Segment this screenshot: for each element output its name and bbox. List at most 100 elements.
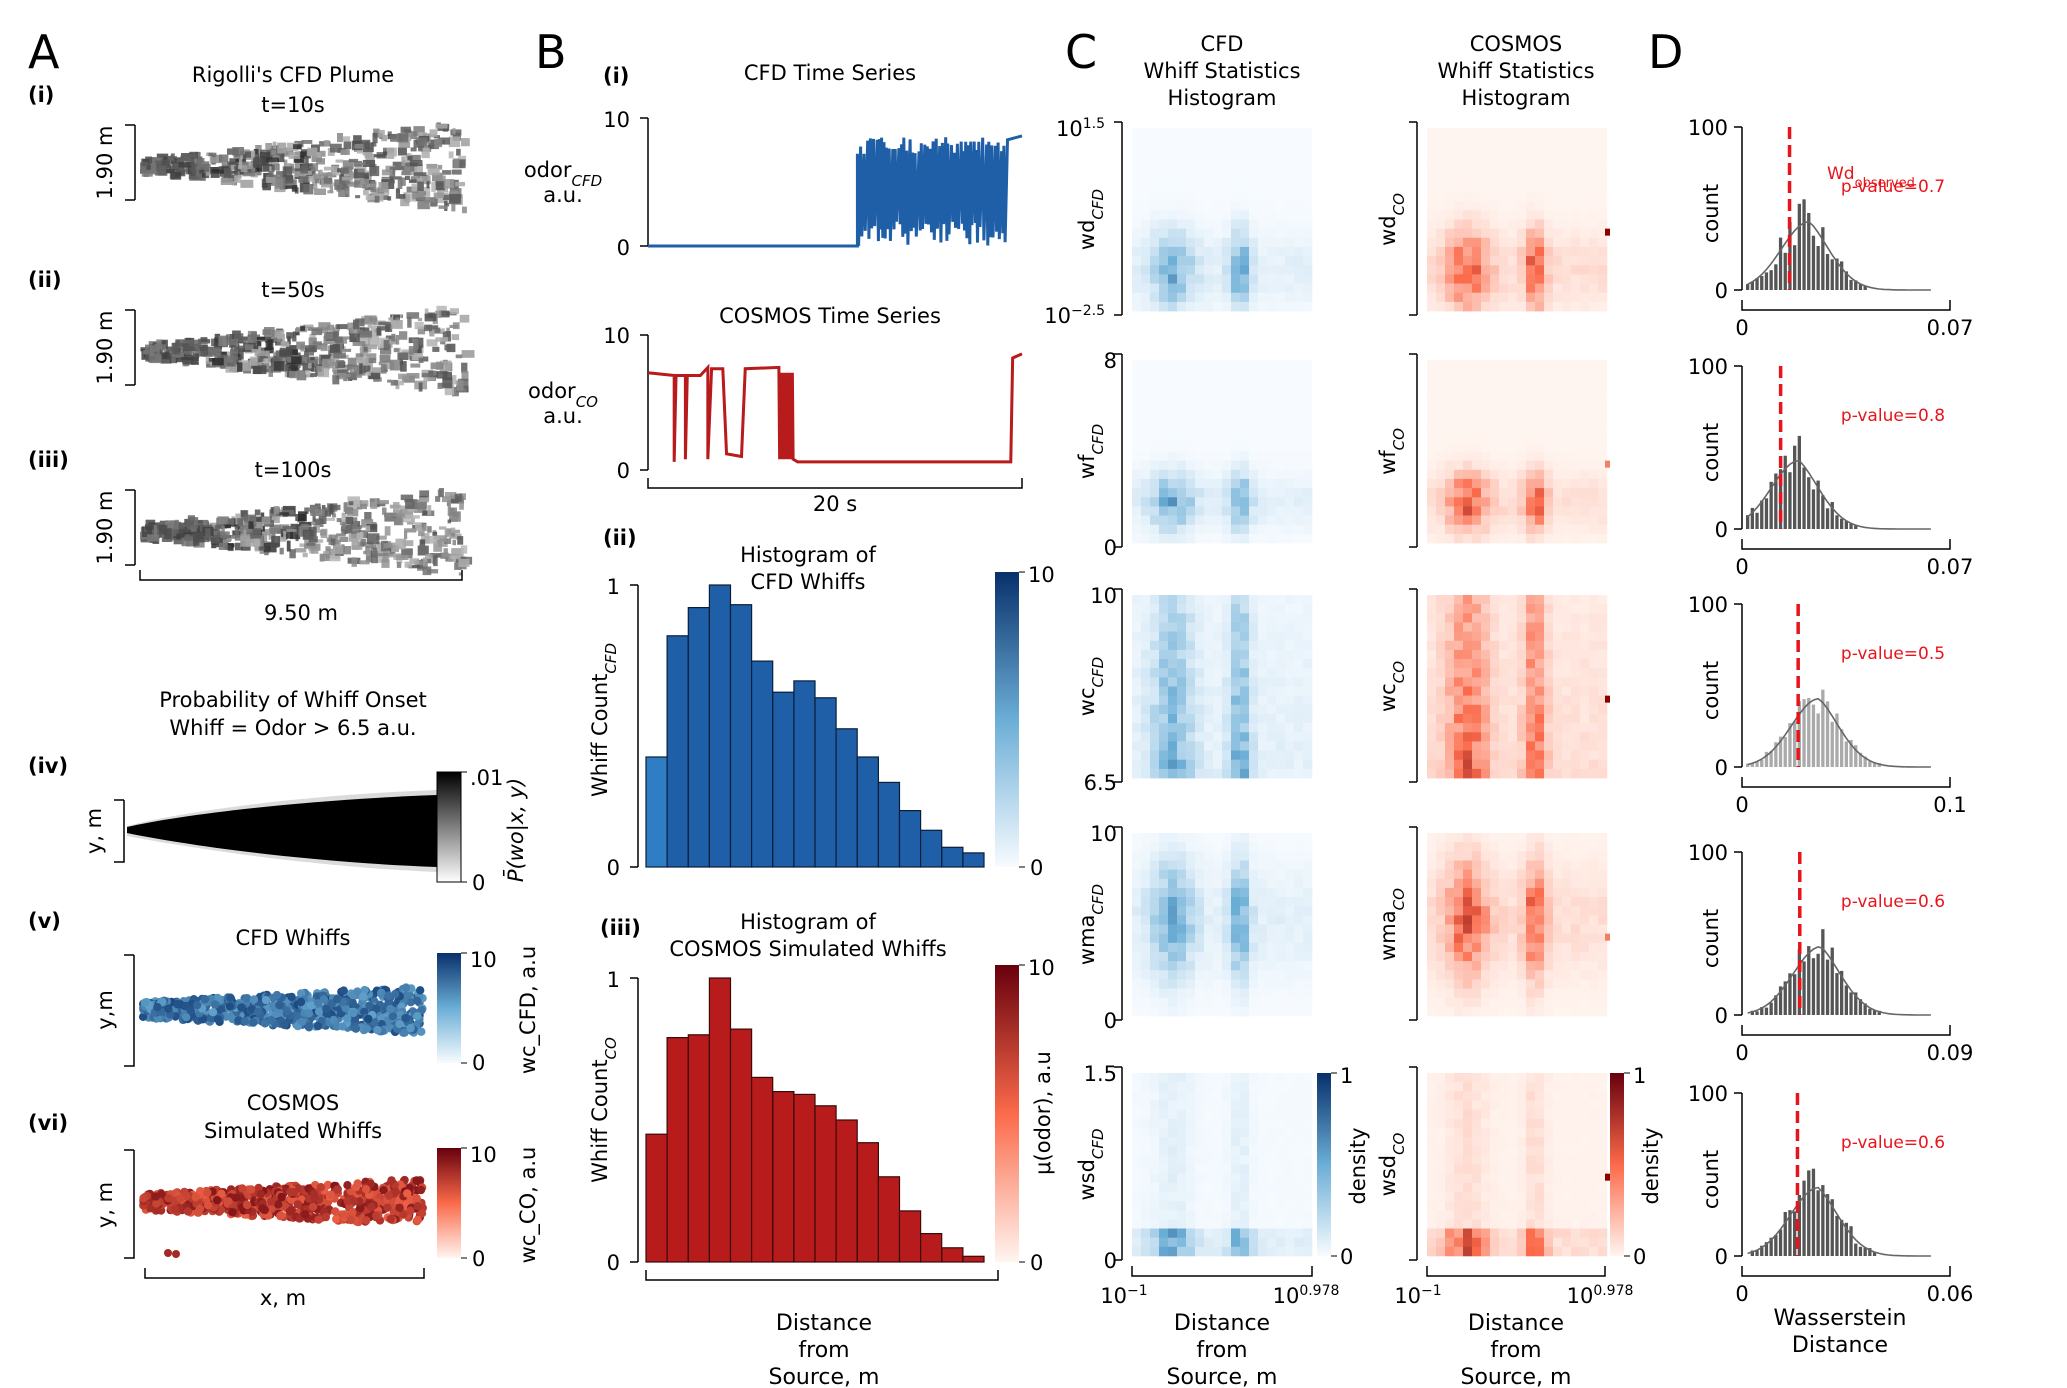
heatmap-cell [1132,433,1142,443]
heatmap-cell [1231,369,1241,379]
heatmap-cell [1195,424,1205,434]
heatmap-cell [1490,613,1500,623]
heatmap-cell [1132,1164,1142,1174]
heatmap-y-axis [1409,588,1418,783]
heatmap-cell [1132,714,1142,724]
heatmap-cell [1535,887,1545,898]
heatmap-cell [1168,182,1178,193]
heatmap-cell [1150,497,1160,507]
whiff-point [300,1210,310,1219]
heatmap-cell [1589,732,1599,742]
heatmap-cell [1526,942,1536,953]
heatmap-cell [1186,961,1196,971]
cfd-cbar-max: 10 [470,948,497,972]
heatmap-cell [1195,515,1205,525]
heatmap-cell [1508,704,1518,715]
heatmap-cell [1195,246,1205,257]
heatmap-cell [1204,604,1214,614]
heatmap-cell [1463,469,1473,480]
heatmap-cell [1204,1173,1214,1184]
heatmap-cell [1141,201,1151,211]
heatmap-cell [1445,506,1455,516]
heatmap-cell [1517,210,1527,220]
whiff-point [297,989,306,998]
heatmap-cell [1141,137,1151,147]
heatmap-cell [1168,924,1178,934]
heatmap-cell [1195,1137,1205,1147]
heatmap-cell [1454,668,1464,678]
heatmap-cell [1445,649,1455,660]
heatmap-cell [1598,442,1608,452]
heatmap-cell [1231,488,1241,498]
heatmap-cell [1598,478,1608,489]
heatmap-cell [1499,668,1509,678]
heatmap-cell [1499,256,1509,266]
heatmap-cell [1258,750,1268,760]
heatmap-cell [1267,649,1277,660]
heatmap-cell [1222,128,1232,138]
heatmap-cell [1177,1109,1187,1120]
heatmap-cell [1159,433,1169,443]
heatmap-cell [1213,1137,1223,1147]
heatmap-cell [1499,192,1509,202]
heatmap-cell [1141,360,1151,370]
heatmap-ylabel: wfCFD [1075,424,1107,479]
heatmap-cell [1267,741,1277,751]
heatmap-cell [1267,988,1277,998]
heatmap-cell [1499,442,1509,452]
heatmap-cell [1294,497,1304,507]
heatmap-cell [1285,714,1295,724]
heatmap-cell [1303,869,1313,880]
heatmap-cell [1285,515,1295,525]
heatmap-cell [1240,210,1250,220]
whiff-point [322,1004,331,1013]
heatmap-cell [1490,906,1500,916]
heatmap-cell [1481,714,1491,724]
heatmap-cell [1240,524,1250,535]
heatmap-cell [1150,478,1160,489]
whiff-point [158,997,167,1006]
heatmap-cell [1499,387,1509,397]
heatmap-cell [1141,1137,1151,1147]
heatmap-cell [1571,246,1581,257]
heatmap-cell [1195,631,1205,642]
heatmap-cell [1195,506,1205,516]
heatmap-cell [1231,1006,1241,1017]
heatmap-cell [1544,146,1554,156]
heatmap-cell [1490,497,1500,507]
heatmap-cell [1240,613,1250,623]
heatmap-cell [1186,723,1196,733]
heatmap-cell [1222,851,1232,861]
heatmap-cell [1535,622,1545,632]
heatmap-cell [1472,933,1482,944]
whiff-point [417,1027,426,1036]
heatmap-cell [1177,1118,1187,1129]
heatmap-cell [1195,887,1205,898]
heatmap-cell [1472,182,1482,193]
heatmap-cell [1589,668,1599,678]
heatmap-cell [1303,942,1313,953]
heatmap-cell [1490,851,1500,861]
heatmap-cell [1204,686,1214,696]
heatmap-cell [1276,842,1286,852]
heatmap-cell [1150,228,1160,239]
heatmap-cell [1204,1118,1214,1129]
heatmap-cell [1213,677,1223,687]
heatmap-cell [1472,649,1482,660]
heatmap-cell [1204,961,1214,971]
heatmap-cell [1598,146,1608,156]
heatmap-cell [1141,604,1151,614]
heatmap-cell [1141,396,1151,407]
heatmap-ytick: 101.5 [1056,116,1105,141]
heatmap-cell [1526,1006,1536,1017]
heatmap-cell [1258,851,1268,861]
heatmap-ylabel: wmaCO [1376,888,1408,961]
heatmap-cell [1553,631,1563,642]
heatmap-cell [1508,192,1518,202]
heatmap-cell [1526,414,1536,425]
heatmap-cell [1463,301,1473,312]
heatmap-cell [1204,695,1214,706]
heatmap-cell [1141,1182,1151,1193]
heatmap-cell [1294,533,1304,544]
heatmap-cell [1526,265,1536,275]
